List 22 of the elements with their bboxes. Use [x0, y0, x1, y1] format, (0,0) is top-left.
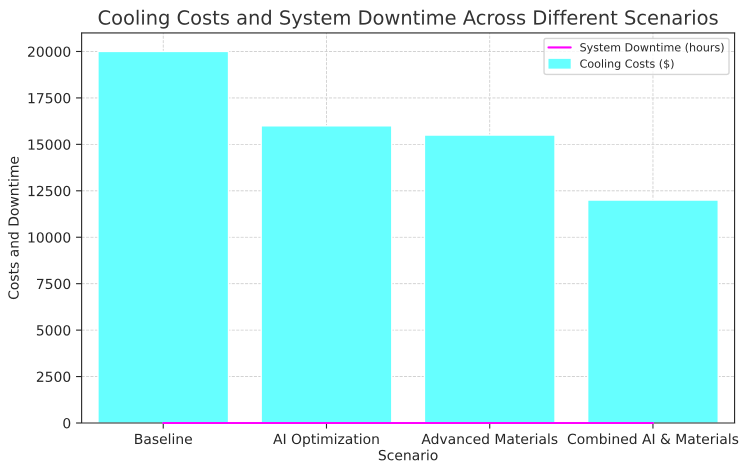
y-tick-label: 0: [63, 418, 70, 428]
text: Cooling Costs ($): [580, 59, 674, 70]
x-axis-title: Scenario: [378, 450, 438, 460]
y-tick-label: 7500: [36, 278, 70, 290]
chart-title: Cooling Costs and System Downtime Across Different Scenarios: [98, 10, 718, 29]
y-tick-label: 17500: [28, 92, 70, 104]
y-tick-label: 12500: [28, 186, 70, 196]
y-tick-label: 2500: [36, 372, 70, 382]
x-tick-label: Advanced Materials: [421, 433, 558, 444]
x-tick-label: AI Optimization: [273, 433, 379, 447]
x-tick-label: Baseline: [135, 433, 192, 444]
y-tick-label: 10000: [28, 232, 70, 243]
y-tick-label: 5000: [36, 325, 70, 336]
y-axis-title: Costs and Downtime: [8, 156, 19, 300]
y-tick-label: 15000: [28, 139, 70, 150]
y-tick-label: 20000: [28, 46, 70, 57]
bar: [260, 125, 392, 423]
bar: [97, 50, 230, 423]
bar: [424, 134, 556, 423]
legend-label: System Downtime (hours): [580, 42, 724, 54]
bar: [586, 199, 719, 423]
x-tick-label: Combined AI & Materials: [568, 433, 738, 444]
